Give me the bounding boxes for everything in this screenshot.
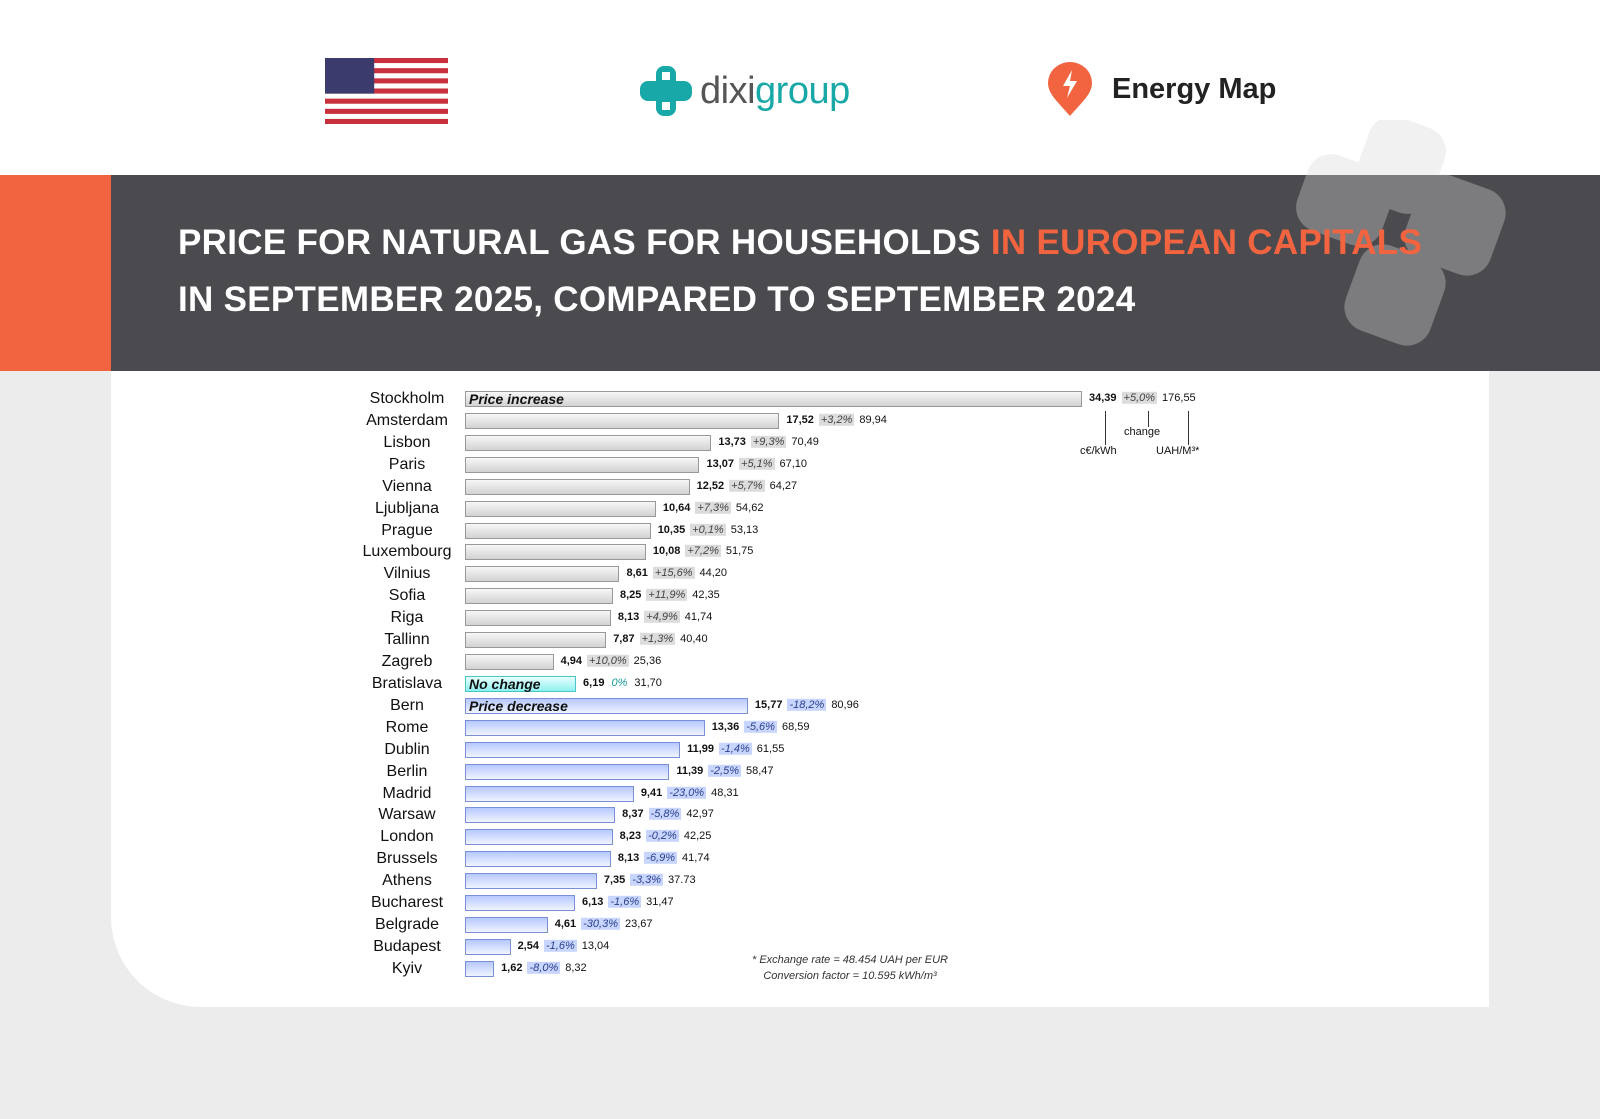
us-flag-icon — [325, 58, 448, 124]
decorative-cross-shapes-icon — [1296, 120, 1506, 346]
map-pin-bolt-icon — [1048, 62, 1092, 116]
footnote: * Exchange rate = 48.454 UAH per EUR Con… — [752, 954, 948, 982]
title-band — [0, 175, 1600, 371]
header-area — [0, 0, 1600, 175]
chart-card — [111, 371, 1489, 1007]
dixigroup-logo: dixigroup — [640, 66, 850, 116]
unit-legend: change c€/kWh UAH/M³* — [1076, 405, 1216, 465]
accent-stripe — [0, 175, 111, 371]
dixigroup-mark-icon — [640, 66, 692, 116]
page-title: PRICE FOR NATURAL GAS FOR HOUSEHOLDS IN … — [178, 223, 1423, 319]
energy-map-logo: Energy Map — [1048, 62, 1276, 116]
